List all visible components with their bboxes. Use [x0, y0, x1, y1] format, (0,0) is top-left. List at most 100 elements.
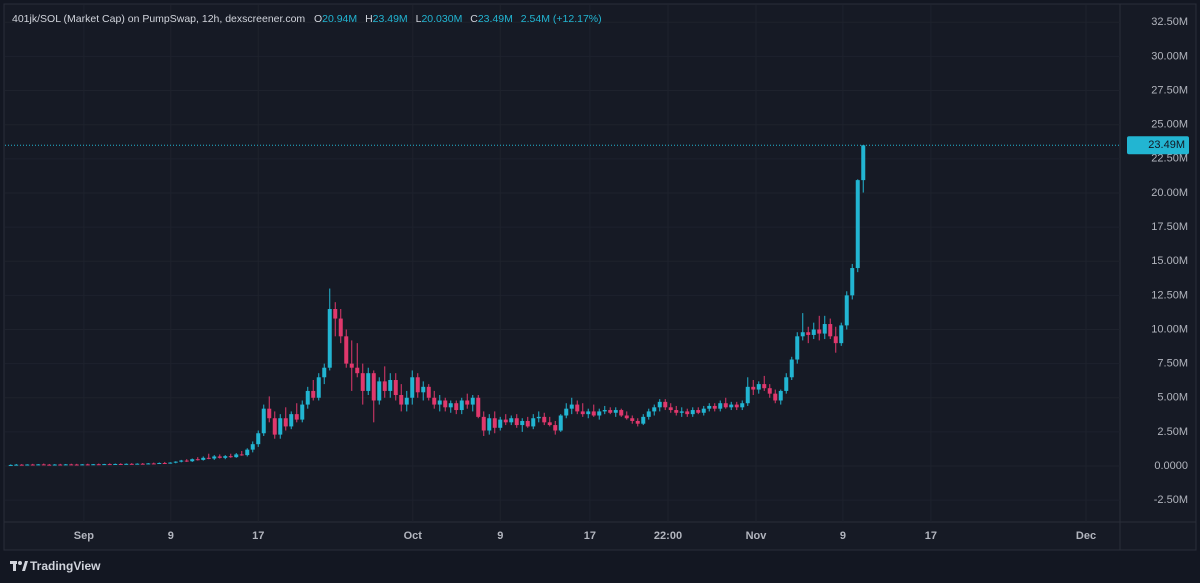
candle-body	[91, 464, 96, 466]
candle-body	[366, 373, 371, 391]
x-tick-label: Oct	[404, 530, 423, 542]
candle-body	[382, 381, 387, 391]
candle-body	[283, 418, 288, 427]
ohlc-key: C	[470, 13, 478, 25]
candle-body	[674, 410, 679, 413]
candle-body	[437, 400, 442, 405]
candle-body	[569, 404, 574, 409]
candle-body	[602, 410, 607, 412]
candle-body	[580, 411, 585, 415]
candle-body	[118, 463, 123, 465]
candle-body	[432, 397, 437, 405]
candle-body	[80, 464, 85, 466]
logo-shape	[18, 561, 22, 565]
candle-body	[393, 380, 398, 396]
candle-body	[151, 463, 156, 465]
candle-body	[311, 390, 316, 398]
candle-body	[795, 336, 800, 360]
candle-body	[300, 404, 305, 420]
candle-body	[679, 411, 684, 413]
candle-body	[646, 411, 651, 417]
x-tick-label: 17	[925, 530, 937, 542]
candle-body	[294, 414, 299, 420]
candle-body	[19, 464, 24, 466]
candle-body	[223, 456, 228, 458]
candle-body	[195, 459, 200, 461]
ohlc-key: L	[415, 13, 422, 25]
candle-body	[250, 444, 255, 450]
candle-body	[454, 403, 459, 411]
candle-body	[212, 456, 217, 459]
plot	[5, 144, 1120, 466]
y-tick-label: 7.50M	[1157, 358, 1188, 370]
candle-body	[63, 464, 68, 466]
candle-body	[30, 464, 35, 466]
candle-body	[553, 425, 558, 431]
candle-body	[107, 464, 112, 466]
candle-body	[839, 325, 844, 344]
candle-body	[256, 433, 261, 445]
y-tick-label: 10.00M	[1151, 323, 1188, 335]
chart-panel	[3, 3, 1197, 551]
candle-body	[734, 404, 739, 408]
candle-body	[756, 384, 761, 390]
candle-body	[641, 416, 646, 424]
candle-body	[778, 390, 783, 401]
candle-body	[184, 460, 189, 462]
candle-body	[124, 463, 129, 465]
x-tick-label: 22:00	[654, 530, 682, 542]
ohlc-key: O	[313, 13, 323, 25]
logo-shape	[13, 561, 16, 571]
candle-body	[531, 418, 536, 427]
candle-body	[685, 411, 690, 415]
candle-body	[261, 408, 266, 434]
candle-body	[476, 397, 481, 417]
candle-body	[146, 463, 151, 465]
candle-body	[168, 462, 173, 464]
candle-body	[547, 422, 552, 426]
candle-body	[718, 403, 723, 409]
candle-body	[520, 420, 525, 426]
candle-body	[833, 336, 838, 344]
candle-body	[586, 411, 591, 415]
candle-body	[822, 324, 827, 334]
ohlc-value: 23.49M	[477, 13, 513, 25]
x-tick-label: 9	[168, 530, 174, 542]
candle-body	[624, 415, 629, 419]
candle-body	[817, 329, 822, 334]
x-tick-label: 17	[584, 530, 596, 542]
candle-body	[85, 464, 90, 466]
x-tick-label: 9	[497, 530, 503, 542]
ohlc-value: 20.94M	[322, 13, 358, 25]
candle-body	[58, 464, 63, 466]
last-price-tag	[1127, 136, 1189, 155]
candle-body	[129, 463, 134, 465]
candle-body	[415, 377, 420, 393]
candle-body	[239, 454, 244, 456]
candle-body	[762, 384, 767, 389]
candle-body	[657, 401, 662, 408]
candle-body	[448, 403, 453, 408]
candle-body	[800, 332, 805, 337]
y-tick-label: 25.00M	[1151, 119, 1188, 131]
candle-body	[652, 407, 657, 412]
candle-body	[850, 268, 855, 296]
candle-body	[773, 393, 778, 401]
candle-body	[426, 386, 431, 398]
brand: TradingView	[30, 559, 101, 573]
candle-body	[492, 418, 497, 428]
candle-body	[503, 419, 508, 423]
candle-body	[575, 404, 580, 412]
symbol: 401jk/SOL (Market Cap) on PumpSwap, 12h,…	[12, 13, 306, 25]
candle-body	[360, 373, 365, 391]
candle-body	[322, 367, 327, 378]
candle-body	[278, 418, 283, 435]
candle-body	[767, 388, 772, 394]
candle-body	[509, 418, 514, 423]
ohlc-value: 23.49M	[372, 13, 408, 25]
candle-body	[789, 359, 794, 378]
candle-body	[712, 405, 717, 409]
candle-body	[371, 373, 376, 401]
candle-body	[267, 408, 272, 419]
legend-header: 401jk/SOL (Market Cap) on PumpSwap, 12h,…	[12, 13, 607, 25]
